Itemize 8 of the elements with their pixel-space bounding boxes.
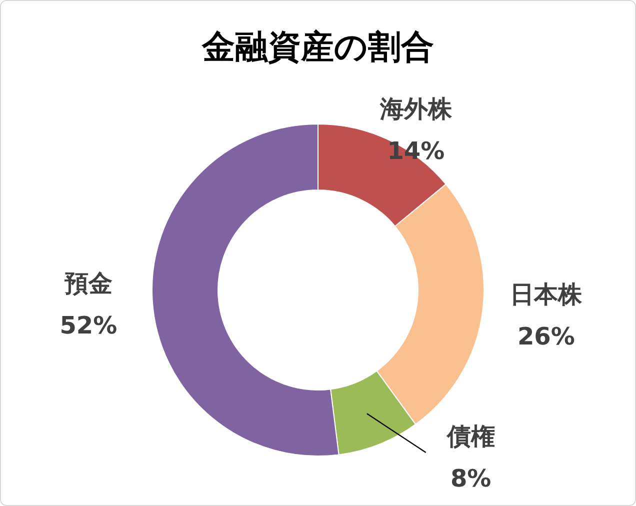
data-label: 52% — [60, 311, 118, 340]
slice-label: 海外株 — [378, 95, 453, 124]
slice-label: 日本株 — [510, 280, 584, 309]
slice-label: 預金 — [63, 269, 112, 298]
chart-title: 金融資産の割合 — [201, 27, 434, 66]
slice-label: 債権 — [446, 422, 495, 450]
data-label: 26% — [517, 322, 575, 351]
data-label: 8% — [450, 464, 492, 492]
